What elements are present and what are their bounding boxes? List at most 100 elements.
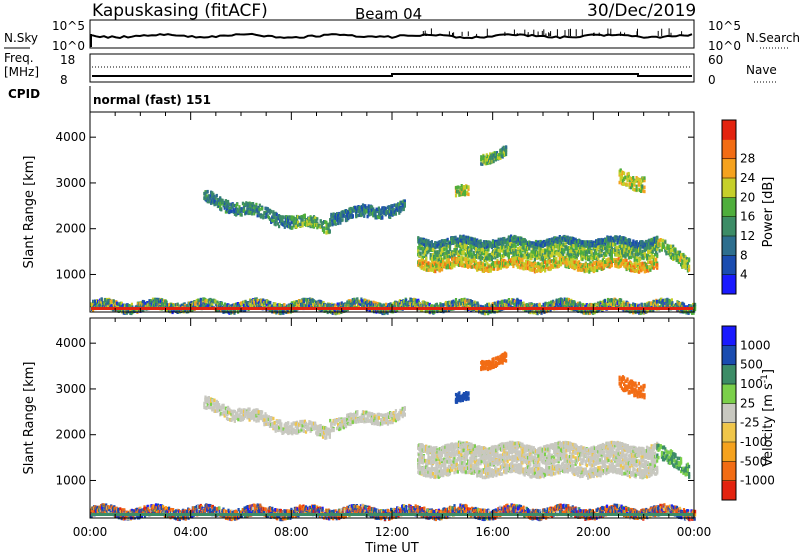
- scatter-cell: [533, 261, 536, 266]
- scatter-cell: [161, 298, 164, 302]
- scatter-cell: [557, 238, 560, 242]
- scatter-cell: [559, 262, 563, 267]
- scatter-cell: [351, 208, 354, 213]
- scatter-cell: [457, 252, 461, 257]
- scatter-cell: [434, 255, 437, 259]
- scatter-cell: [254, 206, 257, 210]
- scatter-cell: [527, 261, 530, 265]
- scatter-cell: [628, 260, 632, 264]
- scatter-cell: [581, 257, 584, 261]
- scatter-cell: [499, 266, 502, 270]
- scatter-cell: [304, 223, 308, 227]
- scatter-cell: [459, 186, 462, 190]
- scatter-cell: [194, 302, 197, 306]
- scatter-cell: [365, 209, 368, 213]
- scatter-cell: [628, 252, 632, 257]
- scatter-cell: [361, 211, 365, 215]
- scatter-cell: [493, 243, 496, 247]
- scatter-cell: [532, 247, 535, 252]
- scatter-cell: [464, 260, 467, 264]
- scatter-cell: [461, 235, 464, 239]
- scatter-cell: [520, 263, 523, 267]
- scatter-cell: [628, 249, 632, 254]
- scatter-cell: [338, 211, 341, 216]
- scatter-cell: [230, 202, 233, 207]
- scatter-cell: [572, 252, 575, 257]
- scatter-cell: [461, 259, 464, 263]
- scatter-cell: [278, 224, 281, 229]
- scatter-cell: [550, 253, 553, 258]
- scatter-cell: [621, 244, 624, 248]
- scatter-cell: [506, 248, 509, 253]
- scatter-cell: [477, 253, 480, 257]
- scatter-cell: [576, 243, 579, 248]
- scatter-cell: [540, 241, 543, 246]
- scatter-cell: [570, 242, 573, 246]
- scatter-cell: [565, 262, 568, 266]
- scatter-cell: [467, 185, 470, 189]
- scatter-cell: [471, 242, 474, 246]
- scatter-cell: [505, 243, 508, 247]
- scatter-cell: [578, 268, 581, 272]
- scatter-cell: [100, 297, 103, 301]
- scatter-cell: [244, 202, 247, 207]
- scatter-cell: [562, 261, 565, 265]
- scatter-cell: [250, 206, 253, 210]
- scatter-cell: [262, 213, 265, 218]
- nave-right-tick-top: 60: [708, 53, 723, 67]
- scatter-cell: [454, 193, 458, 198]
- scatter-cell: [170, 308, 173, 312]
- scatter-cell: [454, 249, 457, 253]
- scatter-cell: [617, 265, 620, 269]
- scatter-cell: [571, 246, 574, 250]
- scatter-cell: [580, 244, 583, 249]
- scatter-cell: [604, 260, 607, 264]
- scatter-cell: [393, 203, 396, 207]
- scatter-cell: [618, 180, 621, 185]
- scatter-cell: [273, 215, 276, 219]
- scatter-cell: [468, 251, 471, 255]
- scatter-cell: [486, 256, 489, 261]
- scatter-cell: [564, 243, 567, 247]
- scatter-cell: [463, 245, 466, 249]
- scatter-cell: [489, 267, 492, 271]
- scatter-cell: [565, 253, 568, 258]
- scatter-cell: [425, 256, 428, 261]
- scatter-cell: [643, 189, 646, 194]
- scatter-cell: [386, 205, 389, 210]
- scatter-cell: [580, 257, 583, 261]
- scatter-cell: [467, 246, 470, 250]
- scatter-cell: [655, 257, 658, 262]
- scatter-cell: [534, 242, 538, 246]
- scatter-cell: [341, 211, 344, 215]
- scatter-cell: [519, 249, 522, 253]
- scatter-cell: [457, 263, 461, 267]
- scatter-cell: [631, 250, 634, 254]
- scatter-cell: [656, 252, 659, 257]
- scatter-cell: [417, 236, 420, 240]
- scatter-cell: [544, 257, 547, 262]
- scatter-cell: [545, 264, 548, 268]
- scatter-cell: [631, 182, 634, 187]
- scatter-cell: [531, 250, 534, 254]
- scatter-cell: [107, 304, 110, 309]
- scatter-cell: [639, 257, 642, 261]
- scatter-cell: [576, 261, 579, 266]
- scatter-cell: [497, 248, 500, 253]
- scatter-cell: [418, 239, 421, 243]
- scatter-cell: [626, 183, 629, 187]
- scatter-cell: [640, 252, 643, 257]
- scatter-cell: [486, 251, 489, 255]
- scatter-cell: [622, 251, 625, 255]
- scatter-cell: [658, 249, 661, 253]
- scatter-cell: [462, 187, 465, 192]
- scatter-cell: [565, 239, 568, 244]
- scatter-cell: [531, 243, 534, 248]
- scatter-cell: [604, 246, 607, 251]
- scatter-cell: [642, 245, 645, 249]
- scatter-cell: [429, 265, 432, 269]
- scatter-cell: [523, 249, 526, 253]
- scatter-cell: [578, 260, 581, 264]
- scatter-cell: [542, 265, 546, 269]
- scatter-cell: [421, 265, 424, 269]
